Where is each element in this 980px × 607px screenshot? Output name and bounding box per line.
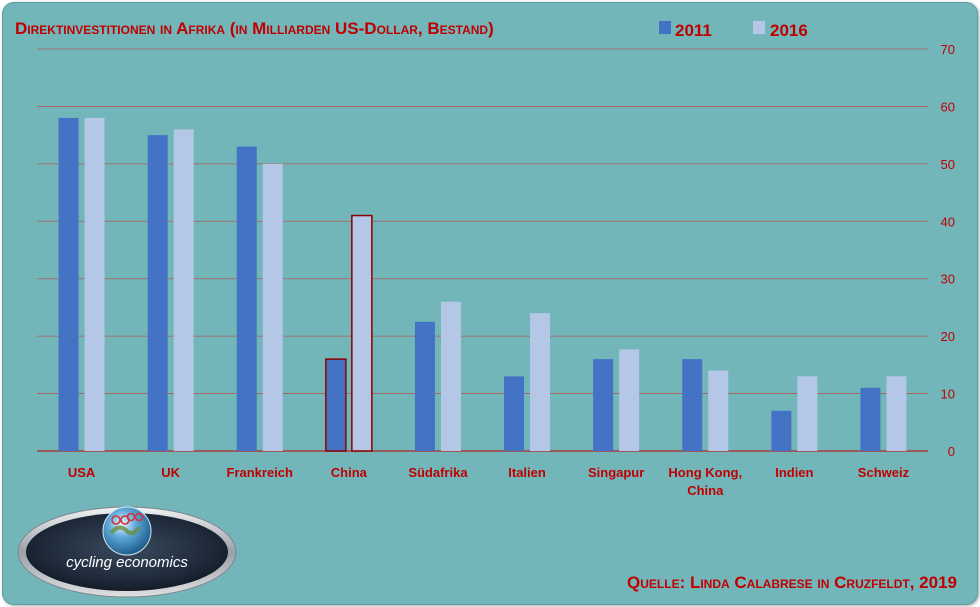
x-tick-label: Frankreich	[227, 465, 294, 480]
y-tick-label: 40	[941, 214, 955, 229]
source-note: Quelle: Linda Calabrese in Cruzfeldt, 20…	[627, 573, 957, 592]
y-tick-label: 0	[948, 444, 955, 459]
x-tick-label: Hong Kong, China	[668, 465, 742, 498]
globe-cyclists-icon	[102, 506, 152, 556]
bar-2011-frankreich	[236, 146, 257, 451]
x-tick-label: USA	[68, 465, 96, 480]
bar-2016-s-dafrika	[440, 301, 461, 451]
bar-2016-china	[351, 214, 373, 452]
x-tick-label: Schweiz	[858, 465, 910, 480]
legend: 2011 2016	[659, 21, 808, 40]
x-tick-label: China	[331, 465, 368, 480]
x-tick-label: Singapur	[588, 465, 644, 480]
bar-2016-indien	[797, 376, 818, 451]
bar-2011-italien	[504, 376, 525, 451]
x-tick-label: Südafrika	[408, 465, 468, 480]
y-axis-tick-labels: 0 10 20 30 40 50 60 70	[941, 42, 955, 459]
logo: cycling economics	[17, 506, 237, 598]
bar-2016-uk	[173, 129, 194, 451]
bar-2011-schweiz	[860, 387, 881, 451]
bar-2016-italien	[530, 313, 551, 451]
bar-2011-s-dafrika	[414, 321, 435, 451]
bar-2011-uk	[147, 135, 168, 451]
legend-label-2011: 2011	[675, 21, 712, 40]
legend-label-2016: 2016	[770, 21, 808, 40]
y-tick-label: 50	[941, 157, 955, 172]
bar-2016-schweiz	[886, 376, 907, 451]
gridlines	[37, 48, 928, 452]
chart-title: Direktinvestitionen in Afrika (in Millia…	[15, 19, 494, 38]
legend-swatch-2016	[753, 21, 765, 34]
legend-swatch-2011	[659, 21, 671, 34]
bar-2011-usa	[58, 117, 79, 452]
bar-2011-hong-kong-china	[682, 359, 703, 451]
x-tick-label: Italien	[508, 465, 546, 480]
y-tick-label: 70	[941, 42, 955, 57]
bar-2011-china	[325, 358, 347, 452]
y-tick-label: 20	[941, 329, 955, 344]
bar-chart: Direktinvestitionen in Afrika (in Millia…	[15, 19, 957, 598]
bar-2016-frankreich	[262, 163, 283, 451]
bar-2011-singapur	[593, 359, 614, 451]
y-tick-label: 10	[941, 387, 955, 402]
bars	[58, 117, 907, 452]
bar-2016-usa	[84, 117, 105, 452]
x-tick-label: Indien	[775, 465, 813, 480]
y-tick-label: 60	[941, 99, 955, 114]
logo-text: cycling economics	[66, 554, 188, 571]
y-tick-label: 30	[941, 272, 955, 287]
bar-2016-singapur	[619, 349, 640, 451]
bar-2016-hong-kong-china	[708, 370, 729, 451]
x-axis-tick-labels: USA UK Frankreich China Südafrika Italien Sing…	[68, 465, 910, 498]
bar-2011-indien	[771, 410, 792, 451]
x-tick-label: UK	[161, 465, 180, 480]
